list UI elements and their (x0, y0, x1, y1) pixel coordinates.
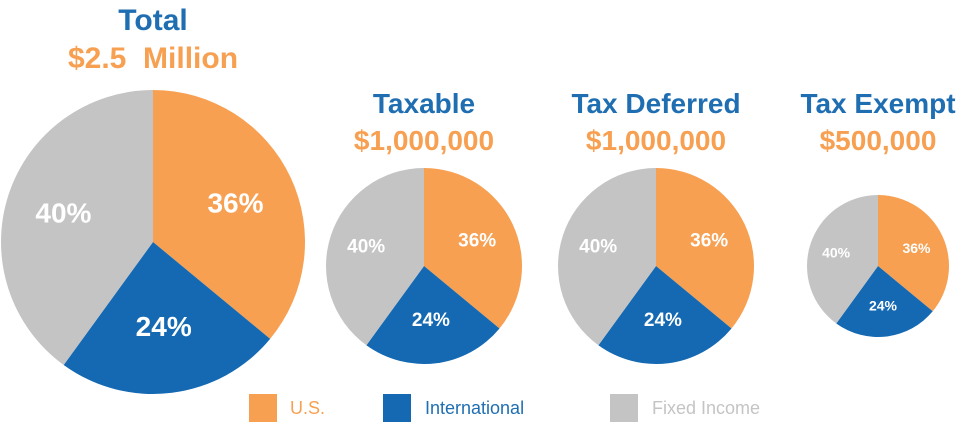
chart-subtitle-total: $2.5 Million (67, 42, 239, 75)
slice-tax-exempt-fixed-income (807, 195, 878, 324)
legend-label-international: International (425, 398, 525, 418)
slice-label-tax-deferred-fixed-income: 40% (579, 237, 617, 258)
slice-label-tax-exempt-fixed-income: 40% (822, 244, 851, 260)
slice-total-international (63, 242, 271, 394)
legend-swatch-international (383, 394, 411, 422)
slice-taxable-international (366, 266, 500, 364)
slice-taxable-fixed-income (326, 168, 424, 346)
slice-label-tax-exempt-us: 36% (902, 240, 931, 256)
slice-tax-exempt-us (878, 195, 950, 312)
pie-total: 36% 24% 40% (1, 90, 306, 394)
chart-subtitle-taxable: $1,000,000 (353, 125, 495, 156)
slice-label-tax-deferred-international: 24% (644, 310, 682, 331)
slice-label-tax-deferred-us: 36% (690, 231, 728, 252)
slice-tax-deferred-us (656, 168, 755, 329)
slice-label-total-fixed-income: 40% (35, 197, 91, 228)
slice-label-total-international: 24% (136, 311, 192, 342)
slice-label-taxable-international: 24% (412, 310, 450, 331)
pie-tax-exempt: 36% 24% 40% (807, 195, 950, 338)
slice-taxable-us (424, 168, 523, 329)
chart-title-taxable: Taxable (372, 88, 476, 119)
chart-title-tax-exempt: Tax Exempt (800, 88, 956, 119)
slice-total-us (153, 90, 306, 339)
pie-tax-deferred: 36% 24% 40% (558, 168, 755, 364)
legend-swatch-fixed-income (610, 394, 638, 422)
pie-taxable: 36% 24% 40% (326, 168, 523, 364)
chart-title-tax-deferred: Tax Deferred (571, 88, 741, 119)
slice-label-taxable-us: 36% (458, 231, 496, 252)
slice-label-taxable-fixed-income: 40% (347, 237, 385, 258)
legend-label-fixed-income: Fixed Income (652, 398, 761, 418)
slice-label-total-us: 36% (207, 188, 263, 219)
slice-tax-deferred-fixed-income (558, 168, 656, 346)
slice-label-tax-exempt-international: 24% (869, 297, 898, 313)
slice-tax-exempt-international (836, 266, 933, 338)
chart-subtitle-tax-exempt: $500,000 (819, 125, 937, 156)
legend-swatch-us (249, 394, 277, 422)
slice-tax-deferred-international (598, 266, 732, 364)
chart-subtitle-tax-deferred: $1,000,000 (585, 125, 727, 156)
chart-title-total: Total (118, 4, 188, 37)
legend-label-us: U.S. (290, 398, 326, 418)
slice-total-fixed-income (1, 90, 154, 365)
